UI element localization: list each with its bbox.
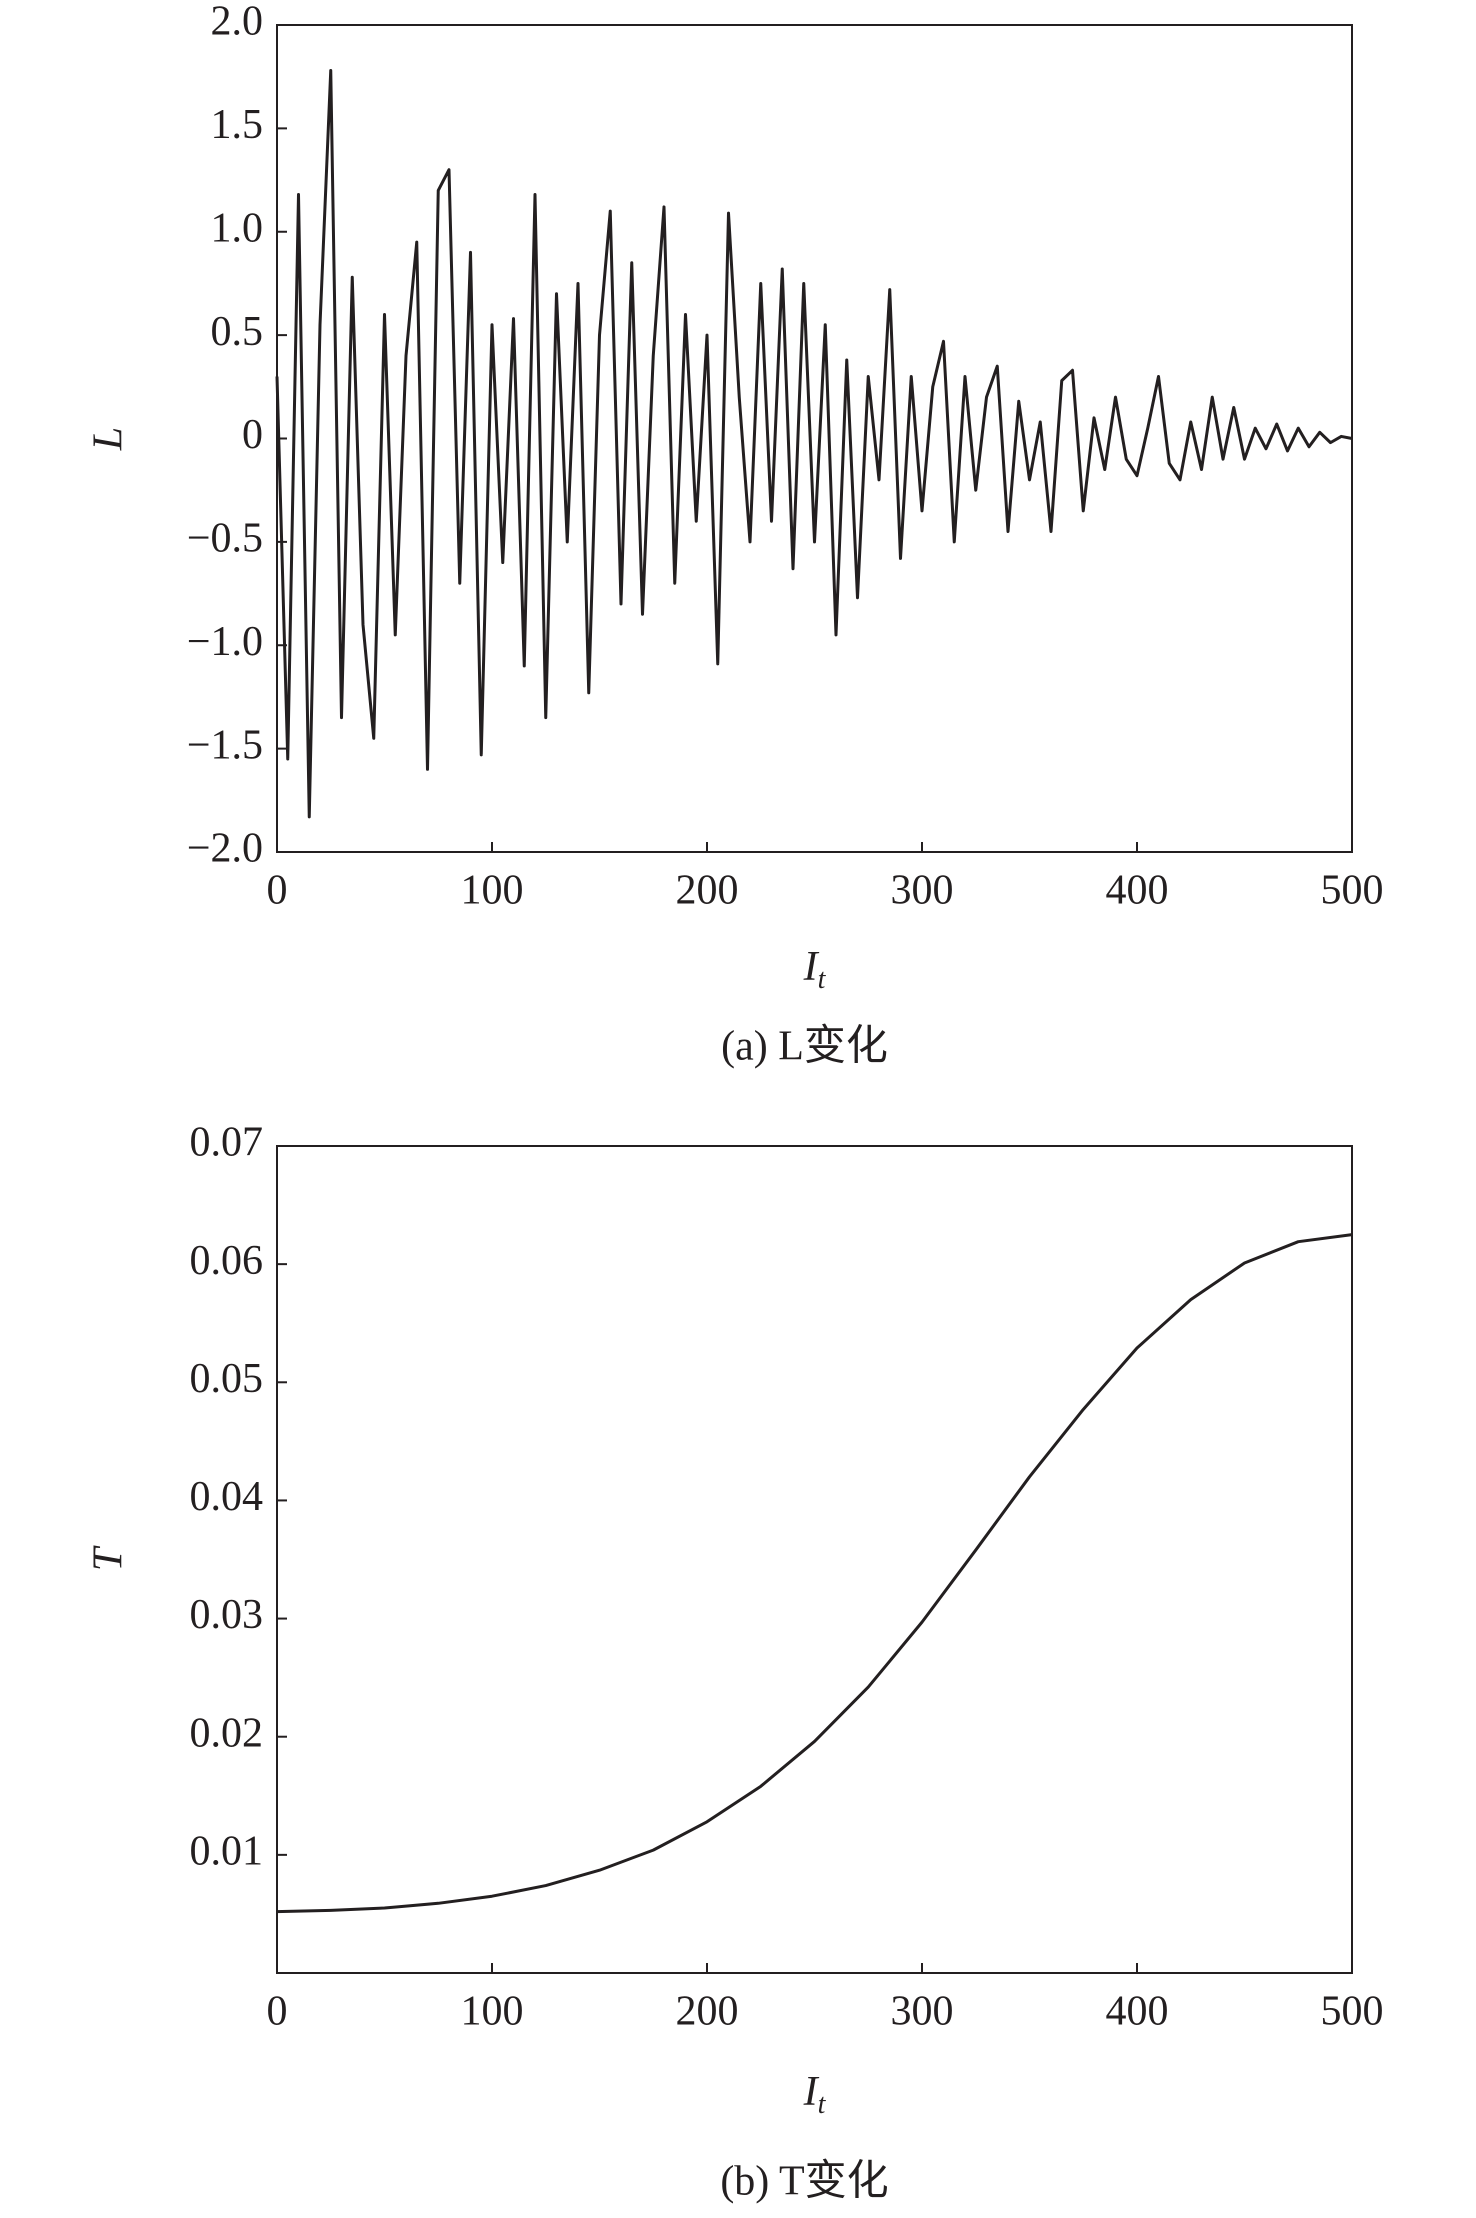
y-tick-label: 0.02 [190, 1710, 264, 1756]
x-tick-label: 400 [1106, 1989, 1169, 2035]
y-tick-label: 2.0 [211, 0, 264, 45]
y-tick-label: 0.01 [190, 1828, 264, 1874]
x-tick-label: 100 [461, 868, 524, 914]
y-tick-label: 0.04 [190, 1474, 264, 1520]
y-tick-label: −0.5 [187, 516, 263, 562]
plot-frame [276, 1145, 1353, 1974]
y-tick-label: 0.07 [190, 1120, 264, 1166]
x-axis-label-main: I [803, 944, 820, 990]
x-axis-label: It [803, 2069, 827, 2121]
x-tick-label: 100 [461, 1989, 524, 2035]
x-axis-label-sub: t [818, 964, 827, 995]
y-axis-label: T [86, 1545, 132, 1571]
y-tick-label: −1.5 [187, 722, 263, 768]
x-tick-label: 200 [676, 1989, 739, 2035]
x-tick-label: 200 [676, 868, 739, 914]
y-tick-label: 1.5 [211, 102, 264, 148]
plot-frame [276, 24, 1353, 853]
x-tick-label: 400 [1106, 868, 1169, 914]
x-axis-label-sub: t [818, 2089, 827, 2120]
caption: (b) T变化 [720, 2158, 888, 2205]
x-tick-label: 300 [891, 1989, 954, 2035]
data-line [275, 68, 1353, 819]
x-axis-label-main: I [803, 2069, 820, 2115]
x-tick-label: 300 [891, 868, 954, 914]
y-tick-label: −1.0 [187, 619, 263, 665]
y-tick-label: 0.03 [190, 1592, 264, 1638]
x-tick-label: 500 [1321, 1989, 1384, 2035]
y-tick-label: 0 [242, 412, 263, 458]
y-tick-label: 0.06 [190, 1238, 264, 1284]
y-tick-label: −2.0 [187, 826, 263, 872]
y-tick-label: 0.05 [190, 1356, 264, 1402]
y-tick-label: 0.5 [211, 309, 264, 355]
y-tick-label: 1.0 [211, 205, 264, 251]
x-tick-label: 0 [267, 1989, 288, 2035]
x-tick-label: 500 [1321, 868, 1384, 914]
x-axis-label: It [803, 944, 827, 996]
caption: (a) L变化 [721, 1023, 888, 1070]
x-tick-label: 0 [267, 868, 288, 914]
data-line [276, 1233, 1353, 1914]
y-axis-label: L [86, 427, 132, 451]
